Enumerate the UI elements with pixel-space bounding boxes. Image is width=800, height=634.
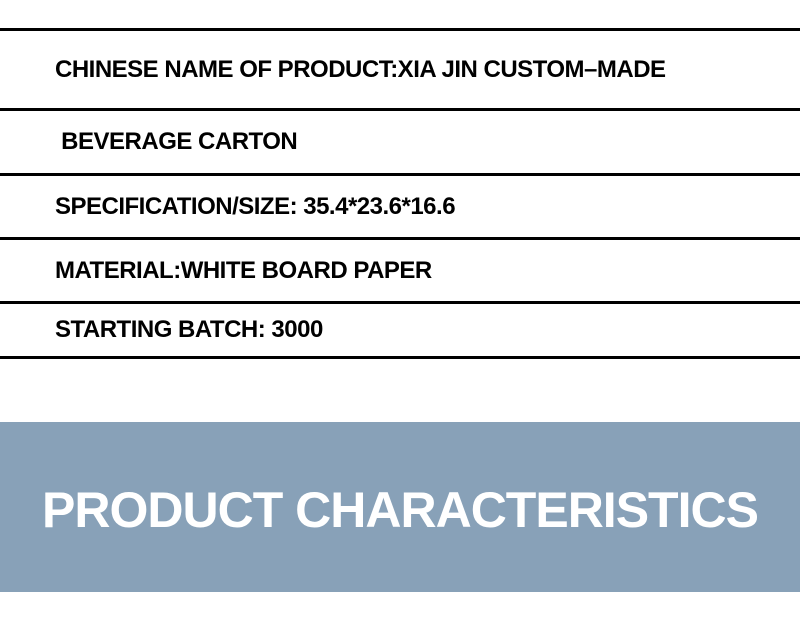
- spec-table: CHINESE NAME OF PRODUCT:XIA JIN CUSTOM–M…: [0, 28, 800, 359]
- section-banner: PRODUCT CHARACTERISTICS: [0, 422, 800, 592]
- banner-title: PRODUCT CHARACTERISTICS: [42, 482, 759, 538]
- spec-row-product-name: CHINESE NAME OF PRODUCT:XIA JIN CUSTOM–M…: [0, 28, 800, 108]
- specification-size-label: SPECIFICATION/SIZE: 35.4*23.6*16.6: [55, 192, 456, 220]
- spec-row-product-type: BEVERAGE CARTON: [0, 108, 800, 173]
- product-type-label: BEVERAGE CARTON: [55, 128, 298, 155]
- starting-batch-label: STARTING BATCH: 3000: [55, 316, 323, 343]
- spec-row-specification-size: SPECIFICATION/SIZE: 35.4*23.6*16.6: [0, 173, 800, 237]
- spec-row-material: MATERIAL:WHITE BOARD PAPER: [0, 237, 800, 301]
- material-label: MATERIAL:WHITE BOARD PAPER: [55, 256, 432, 284]
- spec-row-starting-batch: STARTING BATCH: 3000: [0, 301, 800, 359]
- product-name-label: CHINESE NAME OF PRODUCT:XIA JIN CUSTOM–M…: [55, 55, 666, 83]
